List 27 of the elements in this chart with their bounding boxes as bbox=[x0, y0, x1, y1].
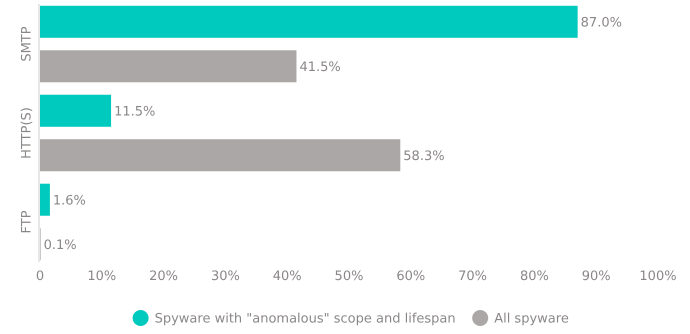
bar bbox=[40, 184, 50, 216]
x-tick-label: 50% bbox=[334, 269, 364, 284]
x-tick-label: 0 bbox=[36, 269, 44, 284]
y-tick-label: HTTP(S) bbox=[20, 107, 35, 159]
text: 0.1% bbox=[44, 238, 77, 253]
x-tick-label: 70% bbox=[458, 269, 488, 284]
bar bbox=[40, 139, 400, 172]
text: 87.0% bbox=[580, 15, 622, 30]
y-tick-label: SMTP bbox=[20, 26, 35, 62]
x-tick-label: 40% bbox=[272, 269, 302, 284]
x-tick-label: 100% bbox=[639, 269, 677, 284]
y-tick-label: FTP bbox=[20, 210, 35, 234]
bar bbox=[40, 50, 296, 82]
bar bbox=[40, 6, 578, 38]
x-tick-label: 10% bbox=[87, 269, 116, 284]
x-tick-label: 30% bbox=[210, 269, 240, 284]
x-tick-label: 90% bbox=[582, 269, 611, 284]
text: 58.3% bbox=[403, 148, 445, 164]
text: 41.5% bbox=[299, 60, 341, 75]
legend-label: Spyware with "anomalous" scope and lifespan bbox=[154, 312, 456, 327]
legend-label: All spyware bbox=[494, 312, 569, 327]
x-tick-label: 20% bbox=[149, 269, 178, 284]
bar bbox=[40, 94, 112, 127]
x-tick-label: 80% bbox=[520, 269, 549, 284]
text: 1.6% bbox=[52, 193, 86, 208]
text: 11.5% bbox=[114, 104, 156, 120]
x-tick-label: 60% bbox=[396, 269, 426, 284]
